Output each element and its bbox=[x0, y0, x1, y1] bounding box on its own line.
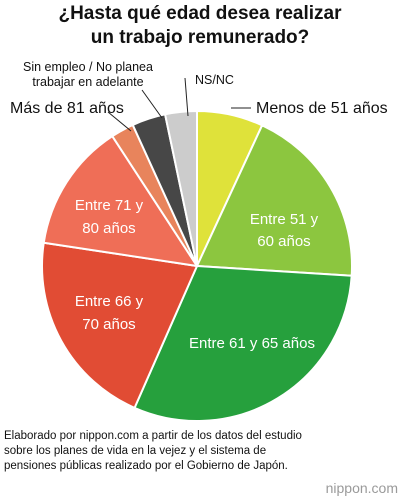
pie-slice-3 bbox=[41, 241, 198, 409]
label-sin-empleo-line-1: Sin empleo / No planea bbox=[23, 60, 153, 74]
slice-labels: Menos de 51 años NS/NC Sin empleo / No p… bbox=[10, 60, 388, 352]
label-entre66-line-1: Entre 66 y bbox=[75, 293, 144, 310]
leader-lines bbox=[107, 77, 251, 132]
label-entre61: Entre 61 y 65 años bbox=[189, 335, 315, 352]
label-entre71-line-2: 80 años bbox=[82, 220, 135, 237]
label-sin-empleo-line-2: trabajar en adelante bbox=[32, 75, 143, 89]
pie-slices bbox=[41, 110, 353, 422]
source-note: Elaborado por nippon.com a partir de los… bbox=[4, 430, 302, 472]
leader-line-mas81 bbox=[107, 111, 132, 132]
brand-logo: nippon.com bbox=[325, 480, 398, 496]
label-entre66-line-2: 70 años bbox=[82, 316, 135, 333]
label-entre51-line-1: Entre 51 y bbox=[250, 211, 319, 228]
pie-chart: Menos de 51 años NS/NC Sin empleo / No p… bbox=[10, 60, 388, 422]
chart-title: ¿Hasta qué edad desea realizar un trabaj… bbox=[0, 2, 400, 50]
chart-title-line-1: ¿Hasta qué edad desea realizar bbox=[58, 3, 342, 24]
label-menos51: Menos de 51 años bbox=[256, 100, 388, 117]
pie-slice-7 bbox=[164, 110, 198, 267]
label-nsnc: NS/NC bbox=[195, 73, 234, 87]
pie-slice-1 bbox=[196, 124, 353, 277]
leader-line-sin-empleo bbox=[141, 89, 163, 119]
chart-title-line-2: un trabajo remunerado? bbox=[90, 27, 310, 48]
label-entre51-line-2: 60 años bbox=[257, 233, 310, 250]
leader-line-nsnc bbox=[184, 77, 189, 117]
pie-slice-2 bbox=[133, 265, 353, 422]
label-mas81: Más de 81 años bbox=[10, 100, 124, 117]
pie-slice-4 bbox=[42, 135, 198, 267]
label-entre71-line-1: Entre 71 y bbox=[75, 197, 144, 214]
